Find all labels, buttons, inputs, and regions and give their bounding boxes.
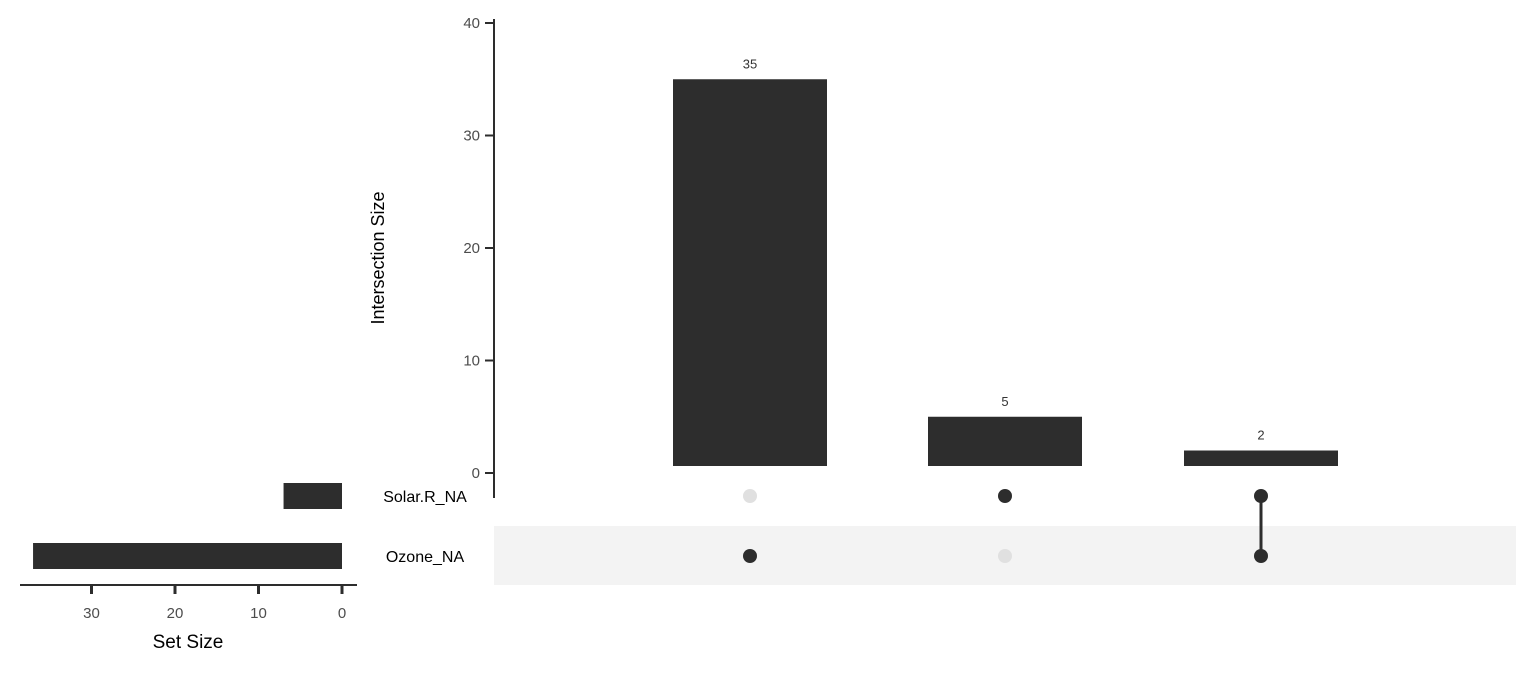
set-size-tick-label: 0 [338, 605, 346, 622]
matrix-dot-active [743, 549, 757, 563]
set-size-tick-label: 10 [250, 605, 267, 622]
bar-value-label: 5 [1001, 394, 1008, 409]
intersection-bar [928, 416, 1082, 466]
intersection-bar [1184, 450, 1338, 466]
set-size-tick-label: 30 [83, 605, 100, 622]
y-tick-label: 20 [463, 240, 480, 257]
matrix-dot-active [1254, 549, 1268, 563]
y-tick-label: 30 [463, 128, 480, 145]
intersection-bar [673, 79, 827, 466]
bar-value-label: 35 [743, 56, 757, 71]
matrix-dot-inactive [743, 489, 757, 503]
y-tick-label: 0 [472, 465, 480, 482]
y-tick-label: 40 [463, 15, 480, 32]
matrix-dot-inactive [998, 549, 1012, 563]
set-size-axis-title: Set Size [153, 632, 224, 653]
y-tick-label: 10 [463, 353, 480, 370]
set-label: Solar.R_NA [383, 489, 467, 506]
set-size-tick-label: 20 [167, 605, 184, 622]
set-label: Ozone_NA [386, 549, 465, 566]
set-size-bar [283, 483, 342, 509]
matrix-dot-active [998, 489, 1012, 503]
bar-value-label: 2 [1257, 428, 1264, 443]
y-axis-title: Intersection Size [368, 191, 388, 324]
matrix-dot-active [1254, 489, 1268, 503]
set-size-bar [33, 543, 343, 569]
